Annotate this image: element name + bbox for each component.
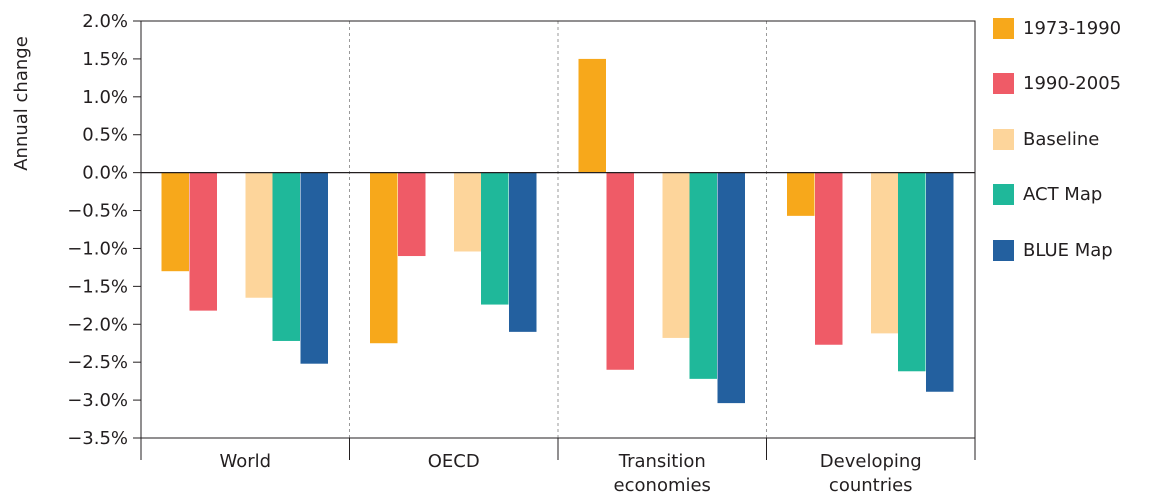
legend-label: ACT Map xyxy=(1023,184,1103,205)
bar xyxy=(272,172,300,341)
x-category-label: World xyxy=(219,451,271,472)
x-category-label: OECD xyxy=(428,451,480,472)
legend-swatch xyxy=(993,73,1014,94)
y-axis-title: Annual change xyxy=(11,36,32,171)
bar xyxy=(898,172,926,372)
bar xyxy=(300,172,328,364)
legend-item: 1990-2005 xyxy=(993,70,1121,98)
legend: 1973-1990 1990-2005 Baseline ACT Map BLUE Ma… xyxy=(993,14,1121,292)
legend-label: 1990-2005 xyxy=(1023,73,1122,94)
bar xyxy=(509,172,537,332)
legend-item: Baseline xyxy=(993,125,1121,153)
x-category-label: Transition xyxy=(618,451,706,472)
bar xyxy=(481,172,509,305)
legend-label: BLUE Map xyxy=(1023,239,1113,261)
bar xyxy=(717,172,745,404)
y-tick-label: −1.5% xyxy=(67,276,128,297)
legend-swatch xyxy=(993,184,1014,205)
bar xyxy=(454,172,482,252)
legend-item: ACT Map xyxy=(993,181,1121,209)
bar xyxy=(398,172,426,257)
x-category-label: countries xyxy=(829,475,913,496)
bar xyxy=(189,172,217,311)
bar xyxy=(578,58,606,173)
bar xyxy=(245,172,273,298)
y-tick-label: −2.0% xyxy=(67,314,128,335)
y-tick-label: 1.0% xyxy=(82,87,128,108)
legend-swatch xyxy=(993,128,1014,150)
bar xyxy=(926,172,954,392)
legend-item: BLUE Map xyxy=(993,236,1121,264)
y-tick-label: −3.0% xyxy=(67,390,128,411)
y-tick-label: −3.5% xyxy=(67,428,128,449)
legend-swatch xyxy=(993,17,1014,39)
y-tick-label: 0.5% xyxy=(82,125,128,146)
bar xyxy=(662,172,690,338)
x-category-label: economies xyxy=(614,475,711,496)
legend-label: Baseline xyxy=(1023,128,1100,150)
bar xyxy=(606,172,634,370)
bar xyxy=(161,172,189,272)
bar xyxy=(787,172,815,216)
x-category-label: Developing xyxy=(820,451,922,472)
y-tick-label: 0.0% xyxy=(82,163,128,184)
bar xyxy=(689,172,717,379)
bar xyxy=(871,172,899,334)
legend-label: 1973-1990 xyxy=(1023,17,1122,39)
y-tick-label: 1.5% xyxy=(82,49,128,70)
bar xyxy=(370,172,398,344)
legend-swatch xyxy=(993,239,1014,261)
y-tick-label: −0.5% xyxy=(67,201,128,222)
y-tick-label: −2.5% xyxy=(67,352,128,373)
y-tick-label: 2.0% xyxy=(82,11,128,32)
bar xyxy=(815,172,843,345)
y-tick-label: −1.0% xyxy=(67,238,128,259)
legend-item: 1973-1990 xyxy=(993,14,1121,42)
